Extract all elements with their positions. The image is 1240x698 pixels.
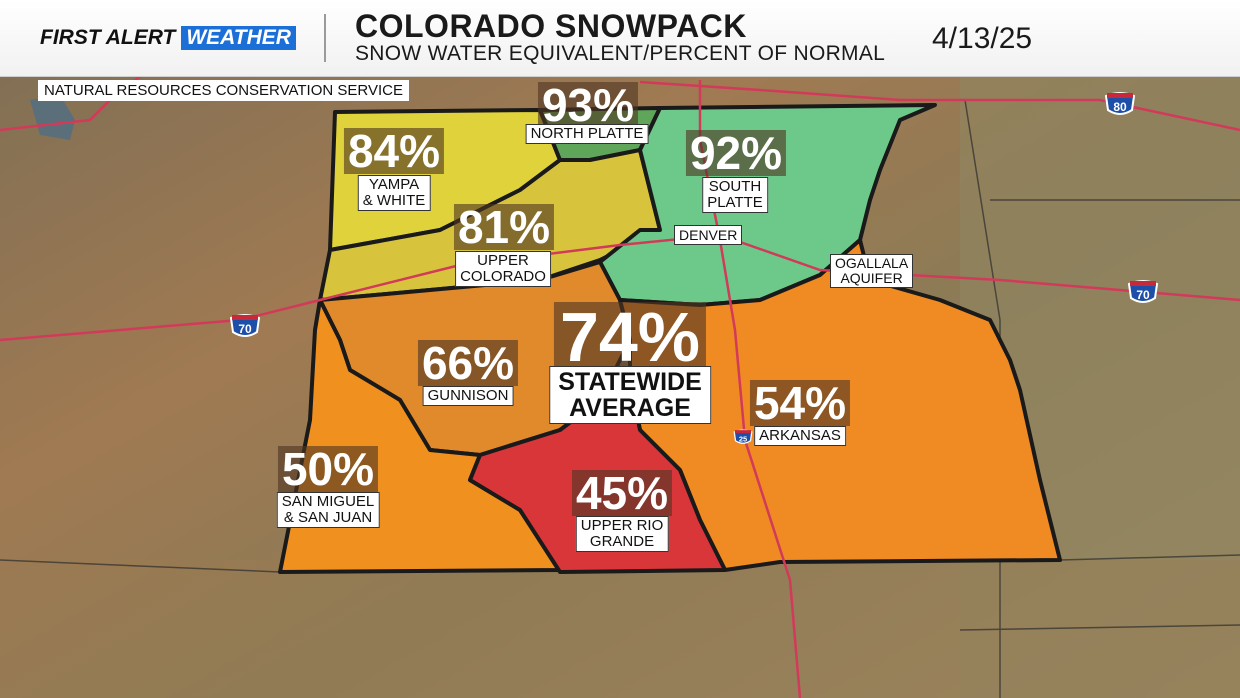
brand-weather: WEATHER (181, 26, 296, 50)
basin-percent-gunnison: 66% (417, 340, 519, 386)
state-lines (0, 99, 1240, 698)
basin-label-north-platte: NORTH PLATTE (525, 124, 649, 144)
page-title: COLORADO SNOWPACK (355, 8, 747, 44)
interstate-70-west-number: 70 (238, 322, 252, 336)
brand-logo: FIRST ALERT WEATHER (40, 26, 296, 50)
basin-label-yampa-white: YAMPA & WHITE (357, 175, 431, 211)
interstate-70-east-number: 70 (1136, 288, 1150, 302)
interstate-80-shield-icon: 80 (1104, 92, 1136, 115)
basin-percent-north-platte: 93% (537, 82, 639, 128)
basin-label-arkansas: ARKANSAS (754, 426, 846, 446)
statewide-label: STATEWIDE AVERAGE (549, 366, 711, 424)
date: 4/13/25 (932, 22, 1033, 55)
interstate-25-shield-icon: 25 (733, 429, 753, 444)
header-divider (324, 14, 326, 62)
basin-label-upper-colorado: UPPER COLORADO (455, 251, 551, 287)
interstate-70-west-shield-icon: 70 (229, 314, 261, 337)
page-subtitle: SNOW WATER EQUIVALENT/PERCENT OF NORMAL (355, 42, 886, 65)
label-ogallala-aquifer: OGALLALA AQUIFER (830, 254, 914, 288)
basin-percent-south-platte: 92% (685, 130, 787, 176)
basin-percent-upper-rio-grande: 45% (571, 470, 673, 516)
basin-percent-yampa-white: 84% (343, 128, 445, 174)
interstate-70-east-shield-icon: 70 (1127, 280, 1159, 303)
basin-percent-upper-colorado: 81% (453, 204, 555, 250)
basin-percent-san-miguel-san-juan: 50% (277, 446, 379, 492)
basin-label-upper-rio-grande: UPPER RIO GRANDE (575, 516, 669, 552)
interstate-80-number: 80 (1113, 100, 1127, 114)
source-label: NATURAL RESOURCES CONSERVATION SERVICE (38, 80, 409, 101)
interstate-25-number: 25 (739, 434, 747, 443)
city-label-denver: DENVER (674, 225, 743, 245)
header-bar: FIRST ALERT WEATHER COLORADO SNOWPACK SN… (0, 0, 1240, 77)
basin-label-south-platte: SOUTH PLATTE (702, 177, 768, 213)
basin-percent-arkansas: 54% (749, 380, 851, 426)
basin-label-san-miguel-san-juan: SAN MIGUEL & SAN JUAN (276, 492, 380, 528)
basin-label-gunnison: GUNNISON (422, 386, 514, 406)
great-salt-lake (30, 95, 75, 140)
statewide-percent: 74% (553, 302, 707, 372)
brand-first: FIRST ALERT (40, 26, 176, 49)
